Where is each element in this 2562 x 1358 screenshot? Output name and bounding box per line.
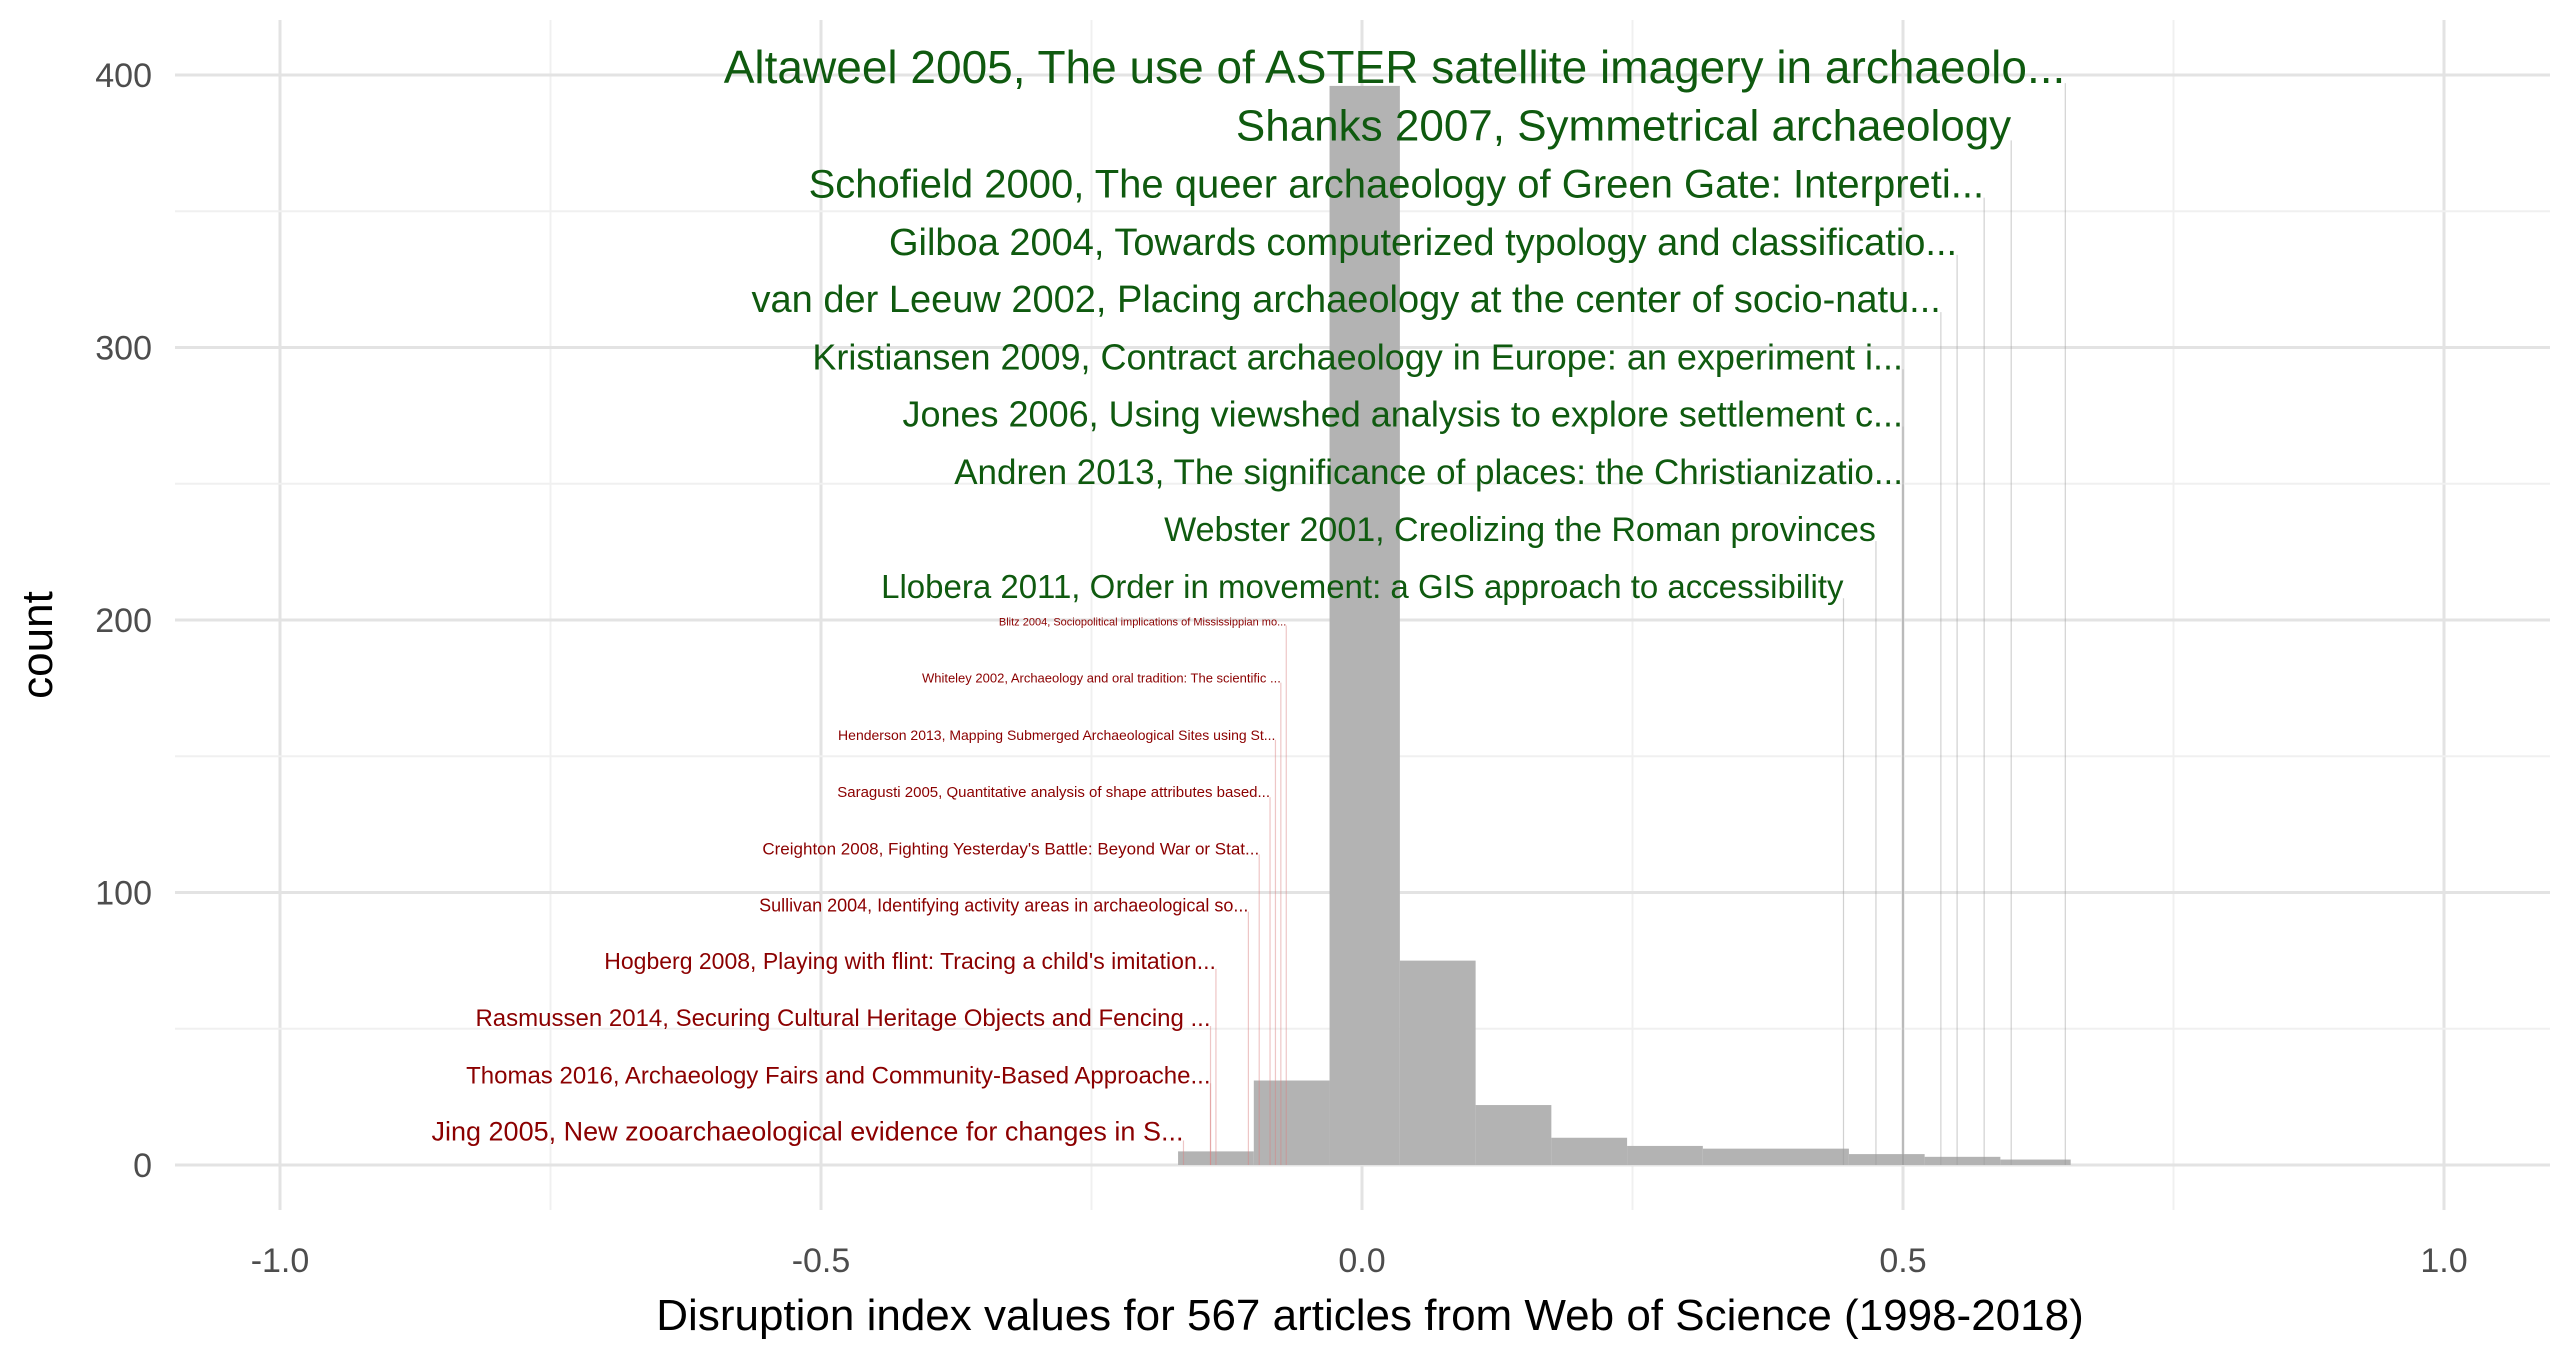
histogram-bar: [1551, 1137, 1628, 1165]
x-tick-label: -1.0: [251, 1242, 310, 1280]
article-label: Altaweel 2005, The use of ASTER satellit…: [724, 41, 2066, 93]
article-label: Blitz 2004, Sociopolitical implications …: [999, 616, 1286, 628]
histogram-bar: [1848, 1154, 1925, 1165]
article-label: Gilboa 2004, Towards computerized typolo…: [889, 222, 1957, 264]
y-tick-label: 200: [95, 602, 152, 640]
histogram-bar: [1329, 85, 1400, 1165]
y-tick-labels: 0 100 200 300 400: [95, 57, 152, 1185]
article-label: van der Leeuw 2002, Placing archaeology …: [752, 279, 1941, 321]
y-tick-label: 100: [95, 875, 152, 913]
article-label: Webster 2001, Creolizing the Roman provi…: [1164, 511, 1876, 549]
x-tick-label: 0.0: [1338, 1242, 1385, 1280]
x-tick-label: 1.0: [2420, 1242, 2467, 1280]
article-label: Kristiansen 2009, Contract archaeology i…: [812, 336, 1903, 377]
article-label: Saragusti 2005, Quantitative analysis of…: [837, 784, 1270, 801]
y-tick-label: 0: [133, 1147, 152, 1185]
article-label: Shanks 2007, Symmetrical archaeology: [1236, 101, 2011, 150]
x-tick-label: -0.5: [792, 1242, 851, 1280]
article-label: Jones 2006, Using viewshed analysis to e…: [902, 394, 1903, 435]
label-leader-lines: [1182, 83, 2066, 1165]
histogram-bar: [1627, 1145, 1703, 1165]
article-label: Sullivan 2004, Identifying activity area…: [759, 896, 1248, 916]
histogram-bar: [2000, 1159, 2071, 1165]
histogram-bar: [1178, 1151, 1254, 1165]
histogram-bar: [1475, 1105, 1552, 1165]
article-label: Creighton 2008, Fighting Yesterday's Bat…: [762, 839, 1259, 858]
article-label: Rasmussen 2014, Securing Cultural Herita…: [475, 1005, 1210, 1032]
y-tick-label: 400: [95, 57, 152, 95]
article-label: Jing 2005, New zooarchaeological evidenc…: [432, 1116, 1184, 1146]
article-label: Hogberg 2008, Playing with flint: Tracin…: [604, 948, 1216, 974]
x-axis-title: Disruption index values for 567 articles…: [656, 1291, 2083, 1340]
article-label: Whiteley 2002, Archaeology and oral trad…: [922, 671, 1281, 686]
y-axis-title: count: [13, 591, 62, 699]
histogram-bar: [1702, 1148, 1849, 1165]
article-label: Thomas 2016, Archaeology Fairs and Commu…: [466, 1062, 1210, 1089]
article-label: Andren 2013, The significance of places:…: [954, 453, 1903, 492]
histogram-bar: [1399, 960, 1476, 1165]
histogram-bar: [1924, 1156, 2001, 1165]
histogram-bars: [1178, 85, 2071, 1165]
article-label: Henderson 2013, Mapping Submerged Archae…: [838, 727, 1275, 743]
x-tick-labels: -1.0 -0.5 0.0 0.5 1.0: [251, 1242, 2468, 1280]
histogram-bar: [1253, 1080, 1330, 1165]
article-labels: Altaweel 2005, The use of ASTER satellit…: [432, 41, 2066, 1146]
y-tick-label: 300: [95, 330, 152, 368]
article-label: Llobera 2011, Order in movement: a GIS a…: [881, 568, 1844, 605]
x-tick-label: 0.5: [1879, 1242, 1926, 1280]
article-label: Schofield 2000, The queer archaeology of…: [809, 163, 1985, 207]
